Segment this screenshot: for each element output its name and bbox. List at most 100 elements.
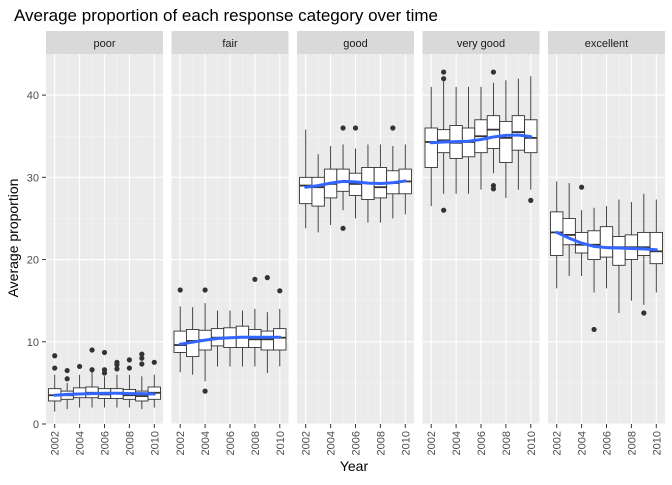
boxplot xyxy=(486,69,501,192)
x-tick-label: 2006 xyxy=(225,431,237,455)
box-iqr xyxy=(424,127,438,168)
facet-strip-label: poor xyxy=(93,38,115,50)
facet-panel: fair 2002 2004 2006 2008 2010 xyxy=(171,31,289,455)
facet-strip xyxy=(297,31,414,54)
outlier-point xyxy=(151,359,157,365)
x-tick-label: 2006 xyxy=(476,431,488,455)
facet-strip xyxy=(422,31,540,54)
outlier-point xyxy=(490,186,497,192)
boxplot xyxy=(173,287,187,373)
box-iqr xyxy=(486,115,501,150)
smooth-trend-line xyxy=(555,230,658,252)
outlier-point xyxy=(340,125,346,131)
facet-panel: good 2002 2004 2006 2008 2010 xyxy=(297,31,414,455)
x-tick-label: 2006 xyxy=(602,431,614,455)
y-axis-title: Average proportion xyxy=(5,179,21,298)
outlier-point xyxy=(277,288,283,294)
outlier-point xyxy=(114,366,120,372)
outlier-point xyxy=(264,275,270,281)
x-tick-label: 2010 xyxy=(149,431,161,455)
box-iqr xyxy=(260,330,274,351)
boxplot xyxy=(135,351,149,410)
facet-strip xyxy=(46,31,163,54)
x-tick-label: 2008 xyxy=(626,431,638,455)
x-tick-label: 2008 xyxy=(375,431,387,455)
x-tick-label: 2008 xyxy=(124,431,136,455)
box-iqr xyxy=(173,330,187,353)
x-tick-label: 2010 xyxy=(526,431,538,455)
outlier-point xyxy=(252,276,258,282)
smooth-trend-line xyxy=(178,335,282,346)
outlier-point xyxy=(77,363,83,370)
outlier-point xyxy=(528,197,534,203)
x-tick-label: 2004 xyxy=(200,431,212,455)
y-tick-label: 40 xyxy=(27,90,39,102)
box-iqr xyxy=(599,226,614,258)
outlier-point xyxy=(579,184,585,190)
outlier-point xyxy=(89,367,95,373)
smooth-trend-line xyxy=(429,133,533,145)
outlier-point xyxy=(64,367,70,374)
boxplot xyxy=(348,125,363,219)
outlier-point xyxy=(390,125,396,131)
facet-strip-label: fair xyxy=(222,38,238,50)
y-tick-label: 20 xyxy=(27,255,39,267)
box-iqr xyxy=(299,176,313,205)
outlier-point xyxy=(139,355,145,361)
x-tick-label: 2006 xyxy=(100,431,112,455)
facet-strip xyxy=(171,31,289,54)
y-tick-label: 0 xyxy=(33,419,39,431)
box-iqr xyxy=(499,120,513,163)
outlier-point xyxy=(441,69,447,75)
x-tick-label: 2004 xyxy=(451,431,463,455)
x-tick-label: 2004 xyxy=(326,431,338,455)
boxplot xyxy=(273,288,287,367)
x-tick-label: 2004 xyxy=(75,431,87,455)
y-tick-label: 30 xyxy=(27,172,39,184)
chart-title: Average proportion of each response cate… xyxy=(14,6,438,25)
outlier-point xyxy=(177,287,183,293)
outlier-point xyxy=(139,361,145,367)
boxplot xyxy=(474,86,488,190)
outlier-point xyxy=(52,353,58,359)
smooth-trend-line xyxy=(304,179,407,189)
facet-strip-label: very good xyxy=(457,38,505,50)
outlier-point xyxy=(89,347,95,353)
box-iqr xyxy=(612,236,626,266)
y-tick-label: 10 xyxy=(27,337,39,349)
outlier-point xyxy=(64,376,70,382)
box-iqr xyxy=(637,231,651,256)
outlier-point xyxy=(340,225,346,231)
x-tick-label: 2010 xyxy=(400,431,412,455)
y-axis: 0 10 20 30 40 xyxy=(27,90,46,431)
outlier-point xyxy=(641,310,647,316)
outlier-point xyxy=(114,362,120,368)
outlier-point xyxy=(126,365,132,371)
outlier-point xyxy=(101,349,108,356)
smooth-trend-line xyxy=(53,391,156,397)
x-tick-label: 2002 xyxy=(301,431,313,455)
outlier-point xyxy=(352,125,359,131)
facet-panel: very good 2002 2004 2006 2008 2010 xyxy=(422,31,540,455)
box-iqr xyxy=(273,328,287,351)
outlier-point xyxy=(441,207,447,213)
outlier-point xyxy=(202,388,208,394)
x-tick-label: 2008 xyxy=(501,431,513,455)
facet-panel: excellent 2002 2004 2006 2008 2010 xyxy=(548,31,665,455)
box-iqr xyxy=(311,176,325,207)
facet-strip-label: excellent xyxy=(585,38,628,50)
x-tick-label: 2002 xyxy=(552,431,564,455)
boxplot xyxy=(649,199,663,293)
outlier-point xyxy=(490,69,497,75)
outlier-point xyxy=(126,357,132,363)
x-tick-label: 2004 xyxy=(577,431,589,455)
facet-strip xyxy=(548,31,665,54)
outlier-point xyxy=(591,326,597,333)
outlier-point xyxy=(101,370,108,376)
outlier-point xyxy=(139,351,145,357)
x-tick-label: 2006 xyxy=(351,431,363,455)
outlier-point xyxy=(441,76,447,82)
outlier-point xyxy=(52,365,58,371)
x-tick-label: 2002 xyxy=(175,431,187,455)
